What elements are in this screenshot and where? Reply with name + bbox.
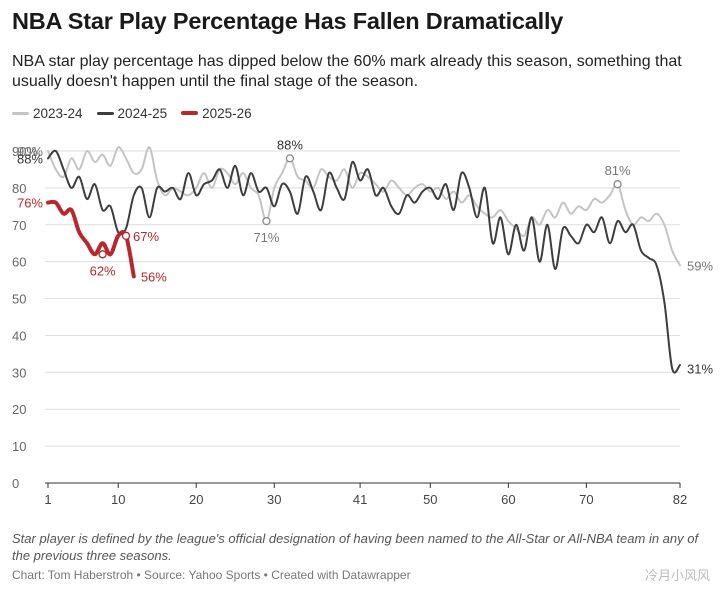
legend-swatch-2024-25 (96, 111, 114, 115)
y-tick-label-70: 70 (12, 218, 26, 233)
legend-item-2023-24: 2023-24 (12, 106, 83, 121)
point-marker-67% (121, 231, 131, 240)
y-tick-label-40: 40 (12, 328, 26, 343)
chart-subtitle: NBA star play percentage has dipped belo… (12, 53, 682, 90)
y-tick-label-10: 10 (12, 439, 26, 454)
legend-label-2024-25: 2024-25 (117, 105, 168, 121)
data-label-s2324-71%: 71% (253, 230, 279, 245)
y-tick-label-80: 80 (12, 181, 26, 196)
y-tick-label-90: 90% (12, 144, 38, 159)
x-tick-label-41: 41 (353, 492, 367, 507)
y-tick-label-50: 50 (12, 292, 26, 307)
legend-label-2025-26: 2025-26 (202, 105, 252, 121)
x-tick-label-1: 1 (44, 492, 51, 507)
point-marker-71% (262, 216, 271, 226)
x-tick-label-30: 30 (267, 492, 281, 507)
chart-footnote: Star player is defined by the league's o… (12, 531, 699, 563)
y-tick-label-0: 0 (12, 476, 19, 491)
x-tick-label-60: 60 (501, 492, 515, 507)
x-tick-label-20: 20 (189, 492, 203, 507)
series-line-2025-26 (46, 199, 136, 279)
legend-swatch-2025-26 (181, 111, 199, 115)
data-label-s2526-76%: 76% (17, 196, 43, 211)
legend-label-2023-24: 2023-24 (33, 105, 83, 121)
x-tick-label-50: 50 (423, 492, 437, 507)
line-chart: 0 10 20 30 40 50 60 70 80 90% 1 10 20 30 41 50 60 70 82 90%… (12, 137, 713, 507)
data-label-s2526-62%: 62% (90, 263, 116, 278)
legend-item-2025-26: 2025-26 (181, 106, 252, 121)
series-line-2024-25 (47, 149, 681, 374)
chart-credit: Chart: Tom Haberstroh • Source: Yahoo Sp… (12, 568, 411, 582)
point-marker-62% (98, 250, 107, 259)
y-tick-label-60: 60 (12, 255, 26, 270)
watermark: 冷月小风风 (644, 568, 710, 583)
y-tick-label-20: 20 (12, 402, 26, 417)
chart-legend: 2023-24 2024-25 2025-26 (12, 103, 266, 123)
legend-item-2024-25: 2024-25 (96, 105, 168, 121)
series-line-2023-24 (47, 146, 681, 267)
y-tick-label-30: 30 (12, 365, 26, 380)
data-label-s2324-81%: 81% (605, 163, 631, 178)
data-label-s2425-88%: 88% (277, 137, 303, 152)
data-label-s2324-90%: 90% (17, 144, 43, 159)
x-tick-label-82: 82 (673, 492, 687, 507)
data-label-s2425-88%: 88% (17, 151, 43, 166)
x-tick-label-10: 10 (111, 492, 125, 507)
legend-swatch-2023-24 (12, 111, 29, 115)
data-label-s2526-67%: 67% (133, 229, 159, 244)
data-label-s2425-31%: 31% (687, 362, 713, 377)
data-label-s2526-56%: 56% (141, 269, 167, 284)
point-marker-81% (613, 180, 622, 189)
chart-title: NBA Star Play Percentage Has Fallen Dram… (12, 8, 564, 34)
x-tick-label-70: 70 (579, 492, 593, 507)
point-marker-88% (285, 154, 295, 163)
data-label-s2324-59%: 59% (687, 258, 713, 273)
